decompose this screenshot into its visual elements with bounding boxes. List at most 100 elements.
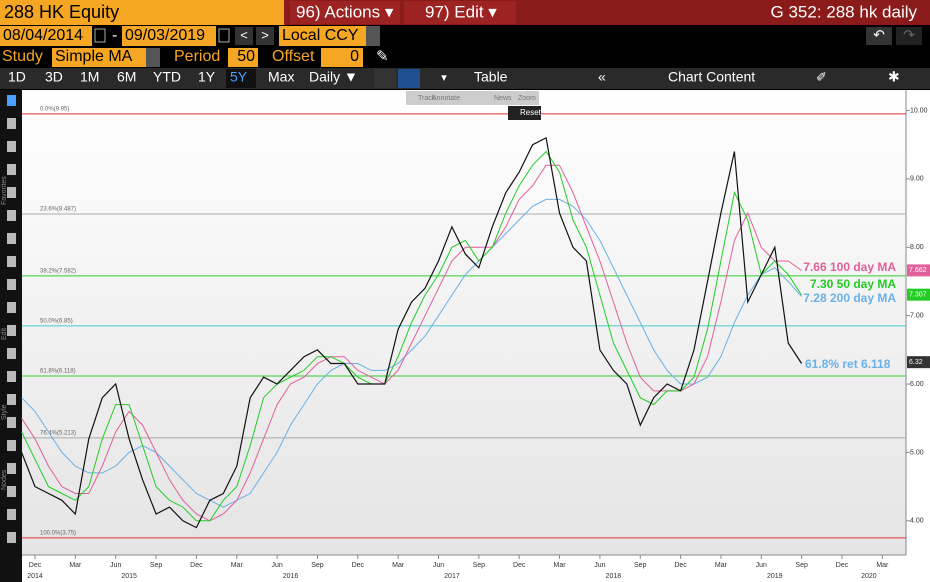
currency-dropdown[interactable] [366,26,380,46]
redo-button[interactable] [896,27,922,45]
prev-button[interactable] [235,27,253,45]
range-highlight[interactable] [226,69,256,88]
redo-icon: ↷ [903,27,915,43]
actions-label: 96) Actions ▾ [296,2,394,21]
x-tick-label: Dec [352,562,365,569]
sidebar-icon[interactable] [7,118,16,129]
x-tick-label: Mar [554,562,567,569]
fib-label: 100.0%(3.75) [40,530,76,536]
x-tick-label: Sep [634,562,647,569]
undo-button[interactable] [866,27,892,45]
sidebar-icon[interactable] [7,486,16,497]
x-tick-label: Mar [392,562,405,569]
chart-tool[interactable]: Annotate [432,95,460,102]
sidebar-icon[interactable] [7,371,16,382]
settings-icon[interactable]: ✱ [888,69,900,85]
currency-box[interactable] [279,26,366,46]
sidebar-icon[interactable] [7,463,16,474]
sidebar-icon[interactable] [7,141,16,152]
fib-label: 76.4%(5.213) [40,430,76,436]
frequency[interactable]: Daily ▼ [309,69,358,85]
sidebar-icon[interactable] [7,532,16,543]
range-button[interactable]: 3D [45,69,63,85]
offset-box[interactable] [321,48,363,67]
sidebar-icon[interactable] [7,302,16,313]
y-tick-label: 4.00 [910,518,924,525]
sidebar-section: Style [1,404,8,420]
last-value-label: 7.307 [909,292,927,299]
chart-tool[interactable]: Zoom [518,95,536,102]
plot-area [22,90,906,555]
offset-label: Offset [272,48,315,65]
line-tool[interactable] [374,69,396,88]
next-button[interactable] [256,27,274,45]
toolbar [0,68,930,89]
range-button[interactable]: 1Y [198,69,216,85]
sidebar-icon[interactable] [7,394,16,405]
bottom-axis-area [22,555,906,582]
sidebar-icon[interactable] [7,279,16,290]
sidebar-icon[interactable] [7,417,16,428]
sidebar-icon[interactable] [7,440,16,451]
calendar-icon[interactable] [218,28,230,43]
range-button[interactable]: 6M [117,69,136,85]
x-tick-label: Jun [433,562,444,569]
edit-label: 97) Edit ▾ [425,2,497,21]
year-label: 2016 [283,573,299,580]
fib-label: 61.8%(6.118) [40,369,76,375]
start-date: 08/04/2014 [3,27,83,44]
y-tick-label: 7.00 [910,313,924,320]
last-value-badge [907,288,930,301]
year-label: 2018 [606,573,622,580]
study-dropdown[interactable] [146,48,160,67]
sidebar-icon[interactable] [7,256,16,267]
ticker-box[interactable] [0,0,284,25]
chart-tool[interactable]: News [494,95,512,102]
range-button[interactable]: 5Y [230,69,248,85]
sidebar-icon[interactable] [7,210,16,221]
pen-icon[interactable]: ✎ [376,48,389,65]
prev-icon: < [240,27,248,42]
reset-label: Reset [520,108,542,117]
sidebar-section: Edit [1,328,8,340]
currency: Local CCY [282,27,359,44]
end-date-box[interactable] [122,26,216,46]
actions-menu[interactable] [290,1,400,24]
range-button[interactable]: 1D [8,69,26,85]
y-tick-label: 6.00 [910,381,924,388]
sidebar-icon[interactable] [7,164,16,175]
sidebar-icon[interactable] [7,348,16,359]
year-label: 2015 [121,573,137,580]
bar-tool[interactable] [398,69,420,88]
sidebar-icon[interactable] [7,233,16,244]
chart-tool[interactable]: Track [418,95,436,102]
range-button[interactable]: Max [268,69,294,85]
y-tick-label: 10.00 [910,107,928,114]
dropdown-icon[interactable]: ▾ [441,72,447,84]
x-tick-label: Jun [756,562,767,569]
sidebar-icon[interactable] [7,187,16,198]
last-value-label: 6.32 [909,359,923,366]
table-button[interactable]: Table [474,69,508,85]
chart-content-button[interactable]: Chart Content [668,69,755,85]
edit-menu[interactable] [404,1,516,24]
period-box[interactable] [228,48,258,67]
reset-button[interactable] [508,106,541,120]
sidebar-icon[interactable] [7,509,16,520]
range-button[interactable]: 1M [80,69,99,85]
start-date-box[interactable] [0,26,92,46]
study-box[interactable] [52,48,146,67]
offset: 0 [350,48,359,65]
sidebar-icon[interactable] [7,325,16,336]
x-tick-label: Sep [150,562,163,569]
calendar-icon[interactable] [94,28,106,43]
edit-icon[interactable]: ✐ [816,69,827,84]
range-button[interactable]: YTD [153,69,181,85]
sidebar-icon[interactable] [7,95,16,106]
x-tick-label: Dec [190,562,203,569]
collapse-icon[interactable]: « [598,69,606,85]
ma-line [21,198,802,508]
x-tick-label: Dec [674,562,687,569]
x-tick-label: Jun [594,562,605,569]
sidebar-section: Nodes [1,469,8,490]
